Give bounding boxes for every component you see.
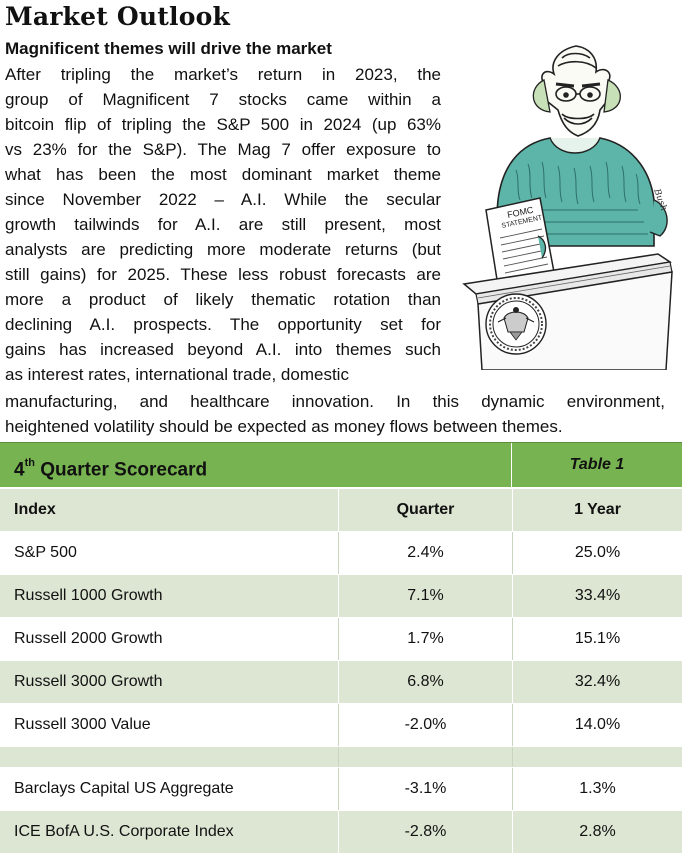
row-year: 1.3% bbox=[579, 780, 616, 797]
article-body-narrow: After tripling the market’s return in 20… bbox=[5, 62, 441, 387]
article-line: vs 23% for the S&P). The Mag 7 offer exp… bbox=[5, 140, 441, 159]
article-line: more a product of likely thematic rotati… bbox=[5, 290, 441, 309]
article-line: heightened volatility should be expected… bbox=[5, 417, 563, 436]
row-index: Russell 3000 Growth bbox=[0, 661, 339, 703]
scorecard-title-text: Quarter Scorecard bbox=[34, 459, 208, 481]
article-line: declining A.I. prospects. The opportunit… bbox=[5, 315, 441, 334]
page-title: Market Outlook bbox=[5, 2, 230, 31]
table-row: Barclays Capital US Aggregate -3.1% 1.3% bbox=[0, 768, 682, 811]
federal-reserve-seal-icon bbox=[485, 293, 547, 355]
table-row: Russell 1000 Growth 7.1% 33.4% bbox=[0, 575, 682, 618]
column-header-index: Index bbox=[0, 489, 339, 531]
scorecard-table: 4th Quarter Scorecard Table 1 Index Quar… bbox=[0, 442, 682, 854]
cartoon-illustration: FOMC STATEMENT Bush bbox=[462, 45, 673, 370]
article-body-wide: manufacturing, and healthcare innovation… bbox=[5, 389, 665, 439]
article-line: what has been the most dominant market t… bbox=[5, 165, 441, 184]
scorecard-header: 4th Quarter Scorecard Table 1 bbox=[0, 442, 682, 489]
spacer-cell bbox=[513, 747, 682, 767]
article-line: growth tailwinds for A.I. are still pres… bbox=[5, 215, 441, 234]
spacer-cell bbox=[0, 747, 339, 767]
row-quarter: 7.1% bbox=[339, 575, 513, 617]
article-subtitle: Magnificent themes will drive the market bbox=[5, 39, 332, 58]
row-index: Russell 2000 Growth bbox=[0, 618, 339, 660]
column-header-quarter: Quarter bbox=[339, 489, 513, 531]
character-hair-left bbox=[532, 79, 551, 113]
spacer-cell bbox=[339, 747, 513, 767]
article-line: analysts are predicting more moderate re… bbox=[5, 240, 441, 259]
column-header-year: 1 Year bbox=[574, 501, 621, 518]
article-line: gains has increased beyond A.I. into the… bbox=[5, 340, 441, 359]
row-index: Russell 3000 Value bbox=[0, 704, 339, 746]
character-head bbox=[536, 45, 618, 137]
table-row: Russell 3000 Growth 6.8% 32.4% bbox=[0, 661, 682, 704]
scorecard-title-suffix: th bbox=[24, 457, 35, 469]
row-quarter: -2.8% bbox=[339, 811, 513, 853]
row-year: 14.0% bbox=[574, 716, 621, 733]
row-year: 2.8% bbox=[579, 823, 616, 840]
row-year: 15.1% bbox=[574, 630, 621, 647]
table-row: ICE BofA U.S. Corporate Index -2.8% 2.8% bbox=[0, 811, 682, 854]
table-label: Table 1 bbox=[569, 456, 625, 473]
character-hair-right bbox=[603, 79, 621, 113]
table-row: S&P 500 2.4% 25.0% bbox=[0, 532, 682, 575]
article-line: as interest rates, international trade, … bbox=[5, 365, 349, 384]
article-line: still gains) for 2025. These less robust… bbox=[5, 265, 441, 284]
row-quarter: 2.4% bbox=[339, 532, 513, 574]
fomc-statement-document: FOMC STATEMENT bbox=[485, 197, 555, 287]
row-year: 32.4% bbox=[574, 673, 621, 690]
row-quarter: -3.1% bbox=[339, 768, 513, 810]
row-index: Barclays Capital US Aggregate bbox=[0, 768, 339, 810]
row-quarter: -2.0% bbox=[339, 704, 513, 746]
article-line: After tripling the market’s return in 20… bbox=[5, 65, 441, 84]
article-line: bitcoin flip of tripling the S&P 500 in … bbox=[5, 115, 441, 134]
row-year: 25.0% bbox=[574, 544, 621, 561]
row-quarter: 6.8% bbox=[339, 661, 513, 703]
row-index: ICE BofA U.S. Corporate Index bbox=[0, 811, 339, 853]
row-index: S&P 500 bbox=[0, 532, 339, 574]
table-spacer-row bbox=[0, 747, 682, 768]
scorecard-title-number: 4 bbox=[14, 459, 25, 481]
article-line: since November 2022 – A.I. While the sec… bbox=[5, 190, 441, 209]
row-quarter: 1.7% bbox=[339, 618, 513, 660]
row-index: Russell 1000 Growth bbox=[0, 575, 339, 617]
table-row: Russell 2000 Growth 1.7% 15.1% bbox=[0, 618, 682, 661]
article-line: group of Magnificent 7 stocks came withi… bbox=[5, 90, 441, 109]
article-line: manufacturing, and healthcare innovation… bbox=[5, 392, 665, 411]
table-column-header-row: Index Quarter 1 Year bbox=[0, 489, 682, 532]
scorecard-title: 4th Quarter Scorecard bbox=[0, 443, 512, 487]
table-row: Russell 3000 Value -2.0% 14.0% bbox=[0, 704, 682, 747]
row-year: 33.4% bbox=[574, 587, 621, 604]
